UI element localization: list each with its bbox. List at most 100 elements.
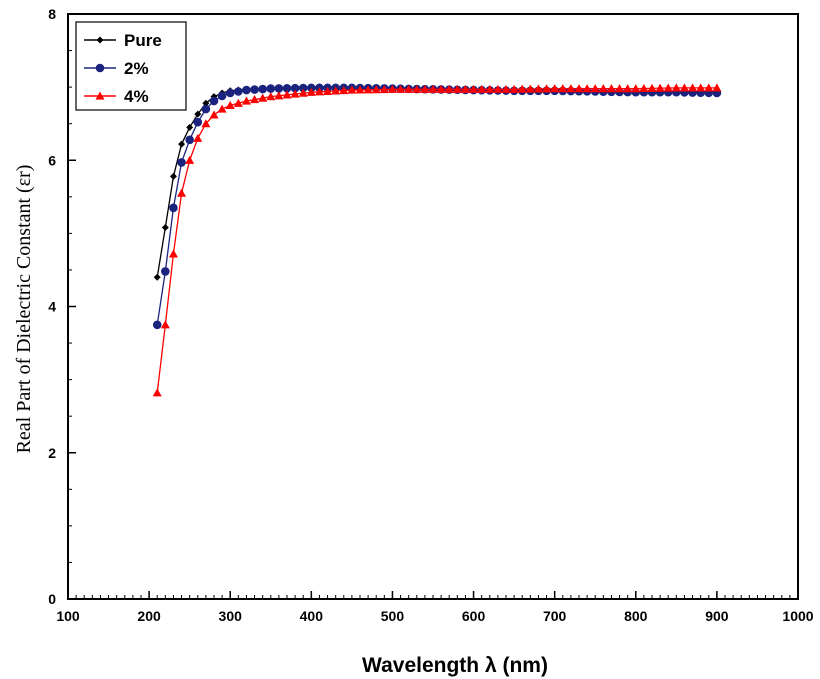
data-point xyxy=(404,84,414,93)
data-point xyxy=(331,86,341,95)
legend-marker xyxy=(95,91,105,100)
data-point xyxy=(363,85,373,94)
data-point xyxy=(501,84,511,93)
data-point xyxy=(704,83,714,92)
data-point xyxy=(217,91,227,101)
x-tick-labels: 100 200 300 400 500 600 700 800 900 1000 xyxy=(56,608,813,624)
data-point xyxy=(566,84,576,93)
data-point xyxy=(444,84,454,93)
data-point xyxy=(152,320,162,330)
data-point xyxy=(225,88,235,98)
data-point xyxy=(428,84,438,93)
data-point xyxy=(509,84,519,93)
data-point xyxy=(396,84,406,93)
major-ticks xyxy=(67,13,799,600)
data-point xyxy=(371,85,381,94)
data-point xyxy=(623,84,633,93)
data-point xyxy=(282,90,292,99)
data-point xyxy=(606,84,616,93)
y-tick-labels: 0 2 4 6 8 xyxy=(48,6,56,607)
data-point xyxy=(631,84,641,93)
data-point xyxy=(639,83,649,93)
data-point xyxy=(590,84,600,93)
data-point xyxy=(160,320,170,329)
x-tick-label: 200 xyxy=(137,608,161,624)
data-point xyxy=(201,104,211,114)
data-point xyxy=(274,91,284,100)
x-tick-label: 300 xyxy=(219,608,243,624)
data-point xyxy=(250,95,260,104)
series-layer xyxy=(152,83,722,397)
x-tick-label: 800 xyxy=(624,608,648,624)
data-point xyxy=(485,84,495,93)
data-point xyxy=(688,83,698,92)
data-point xyxy=(298,88,308,97)
data-point xyxy=(379,84,389,94)
x-tick-label: 500 xyxy=(381,608,405,624)
data-point xyxy=(161,267,170,276)
x-tick-label: 1000 xyxy=(782,608,813,624)
legend-marker xyxy=(96,36,104,44)
data-point xyxy=(306,87,316,96)
data-point xyxy=(234,87,243,96)
y-tick-label: 6 xyxy=(48,152,56,168)
series-2pct xyxy=(152,83,722,330)
data-point xyxy=(314,87,324,96)
data-point xyxy=(655,83,665,92)
data-point xyxy=(582,84,592,93)
data-point xyxy=(387,84,397,93)
y-tick-label: 8 xyxy=(48,6,56,22)
data-point xyxy=(647,83,657,92)
data-point xyxy=(558,84,568,93)
series-4pct xyxy=(152,83,722,397)
data-point xyxy=(201,119,211,128)
data-point xyxy=(355,85,365,94)
data-point xyxy=(258,84,267,94)
data-point xyxy=(177,158,186,167)
data-point xyxy=(193,117,203,127)
data-point xyxy=(185,155,195,164)
y-tick-label: 4 xyxy=(48,299,56,315)
x-tick-label: 900 xyxy=(705,608,729,624)
data-point xyxy=(542,84,552,93)
data-point xyxy=(250,85,259,94)
data-point xyxy=(436,84,446,93)
x-tick-label: 700 xyxy=(543,608,567,624)
data-point xyxy=(169,203,178,213)
data-point xyxy=(242,85,251,95)
data-point xyxy=(574,84,584,93)
legend-marker xyxy=(95,63,105,73)
data-point xyxy=(460,84,470,93)
series-line xyxy=(156,87,717,278)
data-point xyxy=(615,84,625,93)
data-point xyxy=(169,172,177,180)
data-point xyxy=(233,98,243,107)
data-point xyxy=(152,388,162,397)
data-point xyxy=(178,140,186,148)
data-point xyxy=(550,84,560,93)
data-point xyxy=(161,224,169,232)
legend-label: 2% xyxy=(124,59,149,78)
data-point xyxy=(266,84,276,93)
data-point xyxy=(469,84,479,93)
data-point xyxy=(663,83,673,92)
data-point xyxy=(225,100,235,110)
data-point xyxy=(241,96,251,105)
data-point xyxy=(185,135,194,145)
x-tick-label: 100 xyxy=(56,608,80,624)
legend: Pure 2% 4% xyxy=(75,21,187,111)
data-point xyxy=(194,110,202,118)
x-axis-title: Wavelength λ (nm) xyxy=(362,654,548,677)
series-pure xyxy=(153,85,721,281)
data-point xyxy=(525,84,535,93)
data-point xyxy=(533,84,543,93)
data-point xyxy=(679,83,689,92)
data-point xyxy=(274,84,284,93)
data-point xyxy=(193,133,203,142)
data-point xyxy=(209,96,219,106)
series-line xyxy=(156,87,717,325)
data-point xyxy=(517,84,527,93)
x-tick-label: 400 xyxy=(300,608,324,624)
data-point xyxy=(339,85,349,95)
